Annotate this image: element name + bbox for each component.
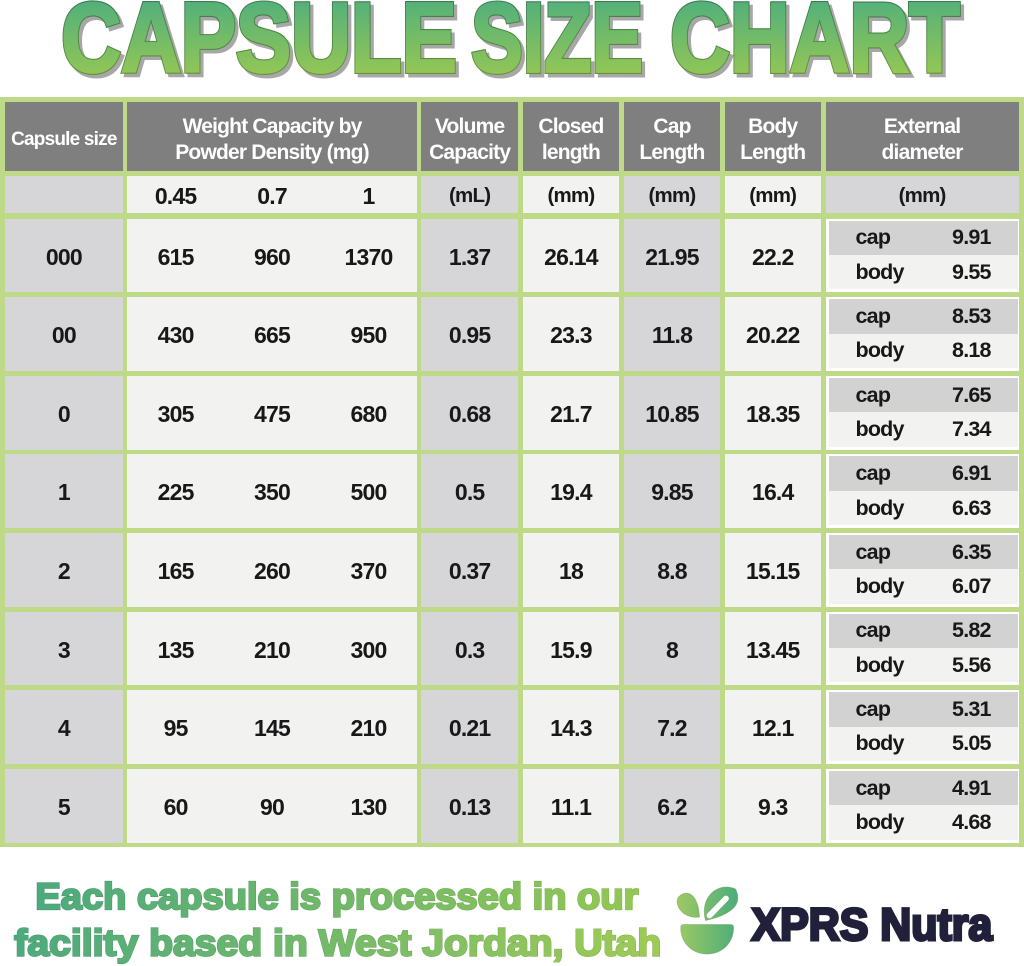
- svg-text:SIZE: SIZE: [471, 0, 643, 92]
- svg-text:CAPSULE: CAPSULE: [61, 0, 457, 92]
- svg-text:SIZE: SIZE: [475, 0, 647, 96]
- svg-text:Each capsule is processed in o: Each capsule is processed in our: [35, 875, 638, 917]
- svg-text:CAPSULE: CAPSULE: [65, 0, 461, 96]
- svg-text:CHART: CHART: [670, 0, 959, 92]
- svg-text:facility based in West Jordan,: facility based in West Jordan, Utah: [14, 922, 661, 964]
- svg-text:XPRS Nutra: XPRS Nutra: [752, 899, 994, 950]
- svg-text:CAPSULE: CAPSULE: [61, 0, 457, 92]
- svg-text:Each capsule is processed in o: Each capsule is processed in our: [35, 875, 638, 917]
- svg-text:facility based in West Jordan,: facility based in West Jordan, Utah: [14, 922, 661, 964]
- svg-text:CHART: CHART: [670, 0, 959, 92]
- svg-text:SIZE: SIZE: [471, 0, 643, 92]
- svg-text:CHART: CHART: [674, 0, 963, 96]
